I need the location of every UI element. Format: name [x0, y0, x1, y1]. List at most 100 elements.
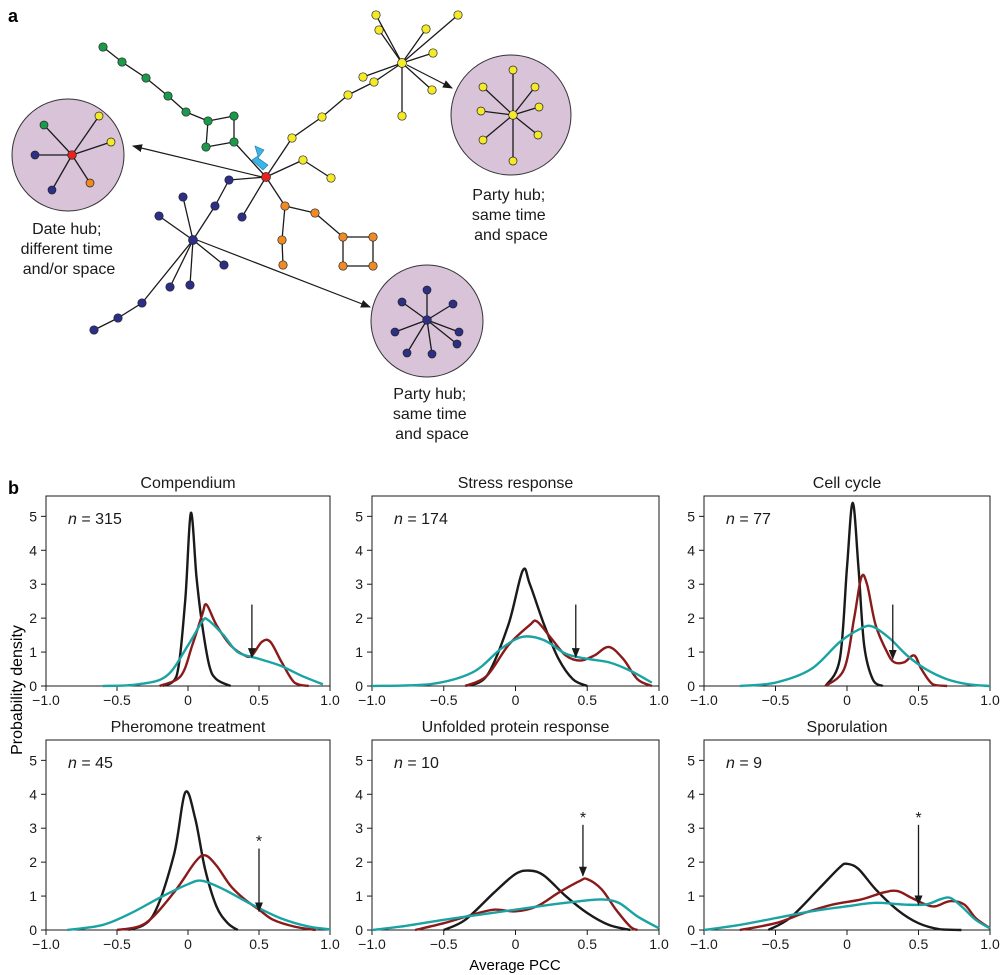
- protein-node: [326, 173, 336, 183]
- protein-node: [117, 57, 127, 67]
- chart-title: Cell cycle: [813, 475, 882, 492]
- y-tick-label: 0: [355, 678, 363, 694]
- y-tick-label: 0: [355, 922, 363, 938]
- y-tick-label: 2: [355, 854, 363, 870]
- y-tick-label: 5: [687, 752, 695, 768]
- protein-node: [278, 260, 288, 270]
- protein-node: [163, 91, 173, 101]
- y-tick-label: 1: [687, 888, 695, 904]
- protein-node: [454, 327, 464, 337]
- density-curve: [102, 617, 324, 688]
- protein-node: [368, 232, 378, 242]
- protein-node: [368, 261, 378, 271]
- network-edge: [43, 124, 73, 156]
- y-tick-label: 1: [355, 888, 363, 904]
- protein-node: [317, 112, 327, 122]
- panel-b: b Probability density Average PCC Compen…: [8, 475, 1000, 974]
- density-chart: Pheromone treatment n = 45 −1.0 −0.5 0 0.5 1.0…: [29, 719, 340, 952]
- party-hub-blue-arrow: [196, 239, 371, 308]
- density-curve: [371, 898, 660, 932]
- protein-node: [427, 85, 437, 95]
- y-tick-label: 2: [687, 610, 695, 626]
- x-tick-label: −1.0: [690, 692, 718, 708]
- party-hub-yellow-arrow: [406, 64, 453, 89]
- network-edge: [347, 81, 375, 96]
- network-edge: [121, 61, 147, 79]
- network-edge: [362, 62, 403, 78]
- party-hub-blue-callout-label: Party hub; same time and space: [393, 386, 471, 443]
- x-tick-label: 0: [184, 936, 192, 952]
- network-edge: [482, 86, 514, 116]
- hub-node: [508, 110, 518, 120]
- y-tick-label: 2: [355, 610, 363, 626]
- sample-size-label: n = 45: [68, 755, 113, 772]
- chart-title: Stress response: [458, 475, 574, 492]
- x-tick-label: 1.0: [320, 936, 340, 952]
- protein-node: [358, 72, 368, 82]
- y-tick-label: 0: [29, 922, 37, 938]
- network-edge: [117, 302, 143, 319]
- network-edge: [480, 110, 514, 116]
- panel-a-label: a: [8, 6, 19, 26]
- protein-node: [185, 280, 195, 290]
- protein-node: [390, 327, 400, 337]
- protein-node: [113, 313, 123, 323]
- y-tick-label: 4: [29, 786, 37, 802]
- network-edge: [192, 205, 216, 241]
- protein-node: [280, 201, 290, 211]
- protein-node: [89, 325, 99, 335]
- network-edge: [228, 176, 267, 181]
- x-tick-label: 1.0: [649, 936, 669, 952]
- density-curve: [824, 573, 948, 688]
- y-tick-label: 0: [687, 678, 695, 694]
- density-curve: [443, 869, 631, 932]
- network-edge: [71, 115, 100, 156]
- y-tick-label: 3: [355, 576, 363, 592]
- y-tick-label: 5: [687, 508, 695, 524]
- network-edge: [512, 114, 539, 136]
- density-chart: Unfolded protein response n = 10 −1.0 −0.5 0…: [355, 719, 669, 952]
- y-tick-label: 2: [687, 854, 695, 870]
- network-edge: [214, 179, 230, 207]
- x-tick-label: 1.0: [320, 692, 340, 708]
- protein-node: [210, 201, 220, 211]
- lightning-bolt-icon: [251, 145, 269, 171]
- hub-node: [422, 315, 432, 325]
- network-edge: [401, 301, 428, 321]
- network-edge: [141, 239, 194, 304]
- network-edge: [205, 141, 235, 148]
- x-tick-label: 0.5: [249, 936, 269, 952]
- x-tick-label: 1.0: [649, 692, 669, 708]
- chart-title: Compendium: [140, 475, 235, 492]
- x-tick-label: −1.0: [32, 936, 60, 952]
- protein-node: [397, 111, 407, 121]
- network-edge: [378, 29, 403, 64]
- protein-node: [452, 339, 462, 349]
- y-tick-label: 4: [29, 542, 37, 558]
- network-edge: [375, 14, 403, 64]
- protein-node: [94, 111, 104, 121]
- protein-node: [427, 349, 437, 359]
- network-edge: [192, 239, 225, 266]
- network-edge: [373, 62, 403, 83]
- y-tick-label: 5: [29, 508, 37, 524]
- protein-node: [47, 185, 57, 195]
- date-hub-arrow: [132, 144, 263, 178]
- x-tick-label: 0: [843, 692, 851, 708]
- party-hub-yellow-callout-label: Party hub; same time and space: [472, 187, 550, 244]
- protein-node: [106, 137, 116, 147]
- density-curve: [824, 501, 884, 688]
- x-tick-label: −0.5: [762, 692, 790, 708]
- density-curve: [767, 862, 962, 932]
- protein-node: [165, 282, 175, 292]
- sample-size-label: n = 315: [68, 511, 122, 528]
- density-curve: [464, 619, 653, 688]
- panel-b-label: b: [8, 478, 19, 498]
- density-curve: [127, 790, 239, 932]
- protein-node: [508, 65, 518, 75]
- protein-node: [201, 142, 211, 152]
- y-tick-label: 5: [355, 752, 363, 768]
- protein-node: [338, 261, 348, 271]
- x-tick-label: 0: [843, 936, 851, 952]
- network-edge: [158, 215, 194, 241]
